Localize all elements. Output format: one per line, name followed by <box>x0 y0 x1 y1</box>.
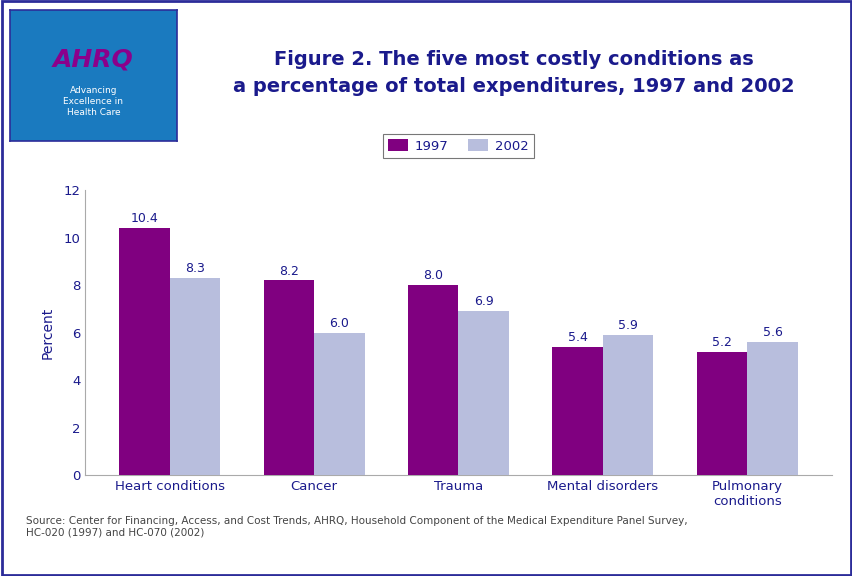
Text: 6.0: 6.0 <box>329 317 349 330</box>
Legend: 1997, 2002: 1997, 2002 <box>383 134 533 158</box>
Text: 8.0: 8.0 <box>423 269 443 282</box>
Bar <box>170 278 220 475</box>
Text: 8.2: 8.2 <box>279 264 298 278</box>
Text: Advancing
Excellence in
Health Care: Advancing Excellence in Health Care <box>63 86 124 118</box>
Text: 6.9: 6.9 <box>474 295 493 308</box>
Text: 5.9: 5.9 <box>618 319 637 332</box>
Bar <box>602 335 653 475</box>
Text: AHRQ: AHRQ <box>53 48 134 71</box>
Bar <box>552 347 602 475</box>
Text: 5.2: 5.2 <box>711 336 731 349</box>
Text: Source: Center for Financing, Access, and Cost Trends, AHRQ, Household Component: Source: Center for Financing, Access, an… <box>26 516 687 537</box>
Text: 5.6: 5.6 <box>762 326 781 339</box>
Text: Figure 2. The five most costly conditions as
a percentage of total expenditures,: Figure 2. The five most costly condition… <box>233 50 794 96</box>
Text: 8.3: 8.3 <box>185 262 204 275</box>
Bar <box>696 351 746 475</box>
Text: 5.4: 5.4 <box>567 331 587 344</box>
Y-axis label: Percent: Percent <box>41 306 55 359</box>
Bar <box>263 281 314 475</box>
Bar <box>119 228 170 475</box>
Bar <box>458 311 509 475</box>
Text: 10.4: 10.4 <box>130 212 158 225</box>
Bar <box>746 342 797 475</box>
Bar <box>407 285 458 475</box>
Bar <box>314 333 364 475</box>
